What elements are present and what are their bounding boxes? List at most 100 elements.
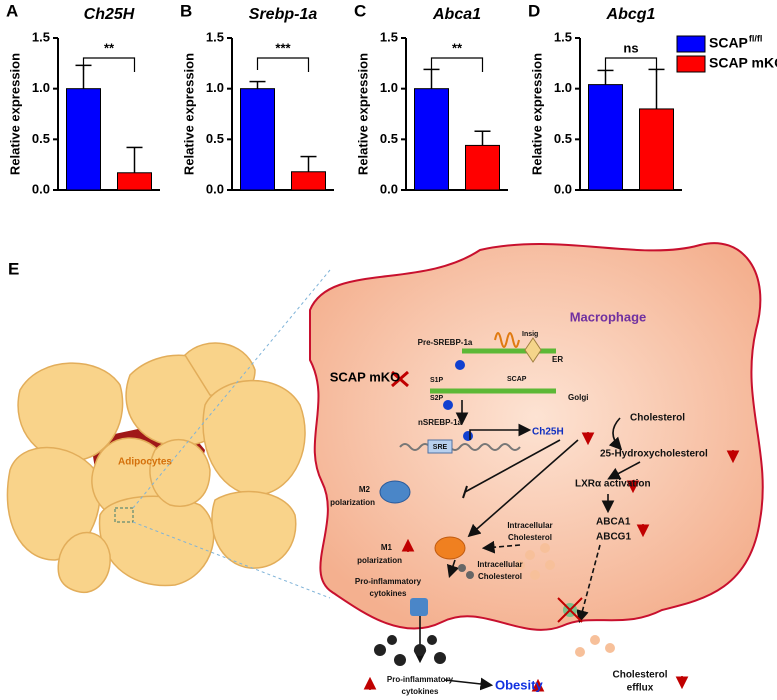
legend-swatch bbox=[676, 35, 706, 53]
label: Cholesterol bbox=[508, 533, 552, 542]
receptor bbox=[410, 598, 428, 616]
bar bbox=[117, 172, 152, 191]
cholesterol-droplets bbox=[515, 543, 615, 657]
y-tick-label: 1.0 bbox=[32, 80, 50, 95]
label: polarization bbox=[357, 556, 402, 565]
label: Obesity bbox=[495, 677, 543, 692]
arrow bbox=[608, 417, 623, 451]
y-tick-label: 0.0 bbox=[206, 181, 224, 196]
macrophage-label: Macrophage bbox=[570, 309, 647, 324]
adipocytes-label: Adipocytes bbox=[118, 457, 172, 468]
significance-label: ** bbox=[104, 40, 115, 55]
label: Pre-SREBP-1a bbox=[418, 338, 473, 347]
knockout-cross bbox=[391, 370, 409, 388]
chart-title: Ch25H bbox=[84, 6, 135, 23]
panel-label: A bbox=[6, 1, 18, 20]
m2-cell bbox=[379, 480, 411, 504]
adipocyte-cluster bbox=[6, 342, 306, 594]
sre-box bbox=[427, 439, 453, 454]
y-tick-label: 0.0 bbox=[32, 181, 50, 196]
arrow bbox=[467, 439, 579, 538]
chart-title: Abca1 bbox=[432, 6, 481, 23]
legend-label: SCAP mKO bbox=[709, 55, 777, 71]
label: ABCA1 bbox=[596, 517, 631, 528]
knockout-cross bbox=[557, 597, 583, 623]
y-tick-label: 1.5 bbox=[32, 29, 50, 44]
srebp-protein bbox=[443, 400, 453, 410]
label: cytokines bbox=[370, 589, 407, 598]
significance-label: ns bbox=[623, 40, 638, 55]
label: Cholesterol bbox=[612, 670, 667, 681]
label: Intracellular bbox=[507, 521, 552, 530]
bar bbox=[66, 88, 101, 191]
legend-swatch bbox=[676, 55, 706, 73]
inhibit-line bbox=[464, 439, 561, 493]
label: LXRα activation bbox=[575, 479, 651, 490]
panel-label: B bbox=[180, 1, 192, 20]
label: Cholesterol bbox=[478, 572, 522, 581]
label: S1P bbox=[430, 377, 444, 384]
chart-title: Srebp-1a bbox=[249, 6, 318, 23]
y-axis-label: Relative expression bbox=[355, 53, 370, 175]
cytokine-particles bbox=[374, 564, 474, 666]
significance-label: *** bbox=[275, 40, 291, 55]
bar bbox=[588, 84, 623, 191]
macrophage-cell bbox=[309, 242, 764, 631]
y-tick-label: 1.0 bbox=[380, 80, 398, 95]
label: SRE bbox=[433, 444, 448, 451]
label: SCAP mKO bbox=[330, 369, 401, 384]
inhibit-bar bbox=[462, 485, 468, 499]
label: Golgi bbox=[568, 393, 588, 402]
label: Ch25H bbox=[532, 427, 564, 438]
y-axis-label: Relative expression bbox=[529, 53, 544, 175]
significance-bracket bbox=[430, 57, 484, 72]
label: polarization bbox=[330, 498, 375, 507]
significance-bracket bbox=[256, 57, 310, 72]
bar bbox=[639, 108, 674, 191]
y-axis-label: Relative expression bbox=[181, 53, 196, 175]
significance-bracket bbox=[604, 57, 658, 72]
y-tick-label: 0.5 bbox=[32, 131, 50, 146]
arrow bbox=[481, 540, 521, 554]
bar bbox=[414, 88, 449, 191]
dna bbox=[399, 443, 521, 451]
y-tick-label: 0.0 bbox=[554, 181, 572, 196]
bar bbox=[291, 171, 326, 191]
arrow bbox=[469, 423, 532, 440]
chart-title: Abcg1 bbox=[606, 6, 656, 23]
scap-protein bbox=[494, 332, 520, 348]
label: Pro-inflammatory bbox=[387, 675, 454, 684]
arrow bbox=[607, 461, 641, 480]
legend-superscript: fl/fl bbox=[749, 33, 763, 43]
label: M1 bbox=[381, 543, 393, 552]
y-tick-label: 0.5 bbox=[380, 131, 398, 146]
label: S2P bbox=[430, 395, 444, 402]
panel-label: C bbox=[354, 1, 366, 20]
y-tick-label: 0.5 bbox=[206, 131, 224, 146]
label: Intracellular bbox=[477, 560, 522, 569]
arrow bbox=[446, 559, 460, 579]
diagram: E Adipocytes Macrophage bbox=[6, 242, 764, 696]
y-tick-label: 1.5 bbox=[380, 29, 398, 44]
y-tick-label: 1.0 bbox=[206, 80, 224, 95]
label: nSREBP-1a bbox=[418, 418, 463, 427]
charts: A Ch25H Relative expression 0.0 0.5 1.0 1.5 ** B… bbox=[6, 1, 682, 196]
y-axis-label: Relative expression bbox=[7, 53, 22, 175]
arrow bbox=[444, 677, 494, 691]
m1-cell bbox=[434, 536, 466, 560]
label: M2 bbox=[359, 485, 371, 494]
nsrebp-protein bbox=[463, 431, 473, 441]
srebp-protein bbox=[455, 360, 465, 370]
arrow bbox=[576, 544, 601, 624]
legend-label: SCAP bbox=[709, 35, 748, 51]
label: Cholesterol bbox=[630, 413, 685, 424]
panel-label: D bbox=[528, 1, 540, 20]
zoom-box bbox=[114, 507, 134, 523]
label: SCAP bbox=[507, 376, 527, 383]
y-tick-label: 0.0 bbox=[380, 181, 398, 196]
significance-label: ** bbox=[452, 40, 463, 55]
insig-protein bbox=[524, 337, 542, 363]
label: Insig bbox=[522, 331, 538, 338]
bar bbox=[465, 144, 500, 191]
